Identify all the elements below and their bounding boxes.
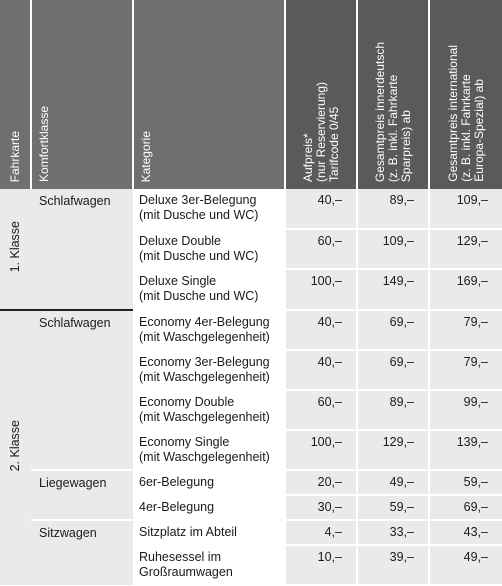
table-row: Economy Double (mit Waschgelegenheit) 60… bbox=[0, 390, 502, 431]
international-cell: 49,– bbox=[428, 545, 502, 586]
header-international: Gesamtpreis international (z. B. inkl. F… bbox=[429, 0, 502, 189]
table-row: 1. Klasse Schlafwagen Deluxe 3er-Belegun… bbox=[0, 189, 502, 310]
kategorie-cell: Ruhesessel im Großraumwagen bbox=[133, 545, 285, 586]
innerdeutsch-cell: 149,– bbox=[356, 269, 429, 311]
international-cell: 79,– bbox=[428, 350, 502, 391]
innerdeutsch-cell: 89,– bbox=[356, 390, 429, 431]
innerdeutsch-cell: 59,– bbox=[356, 495, 429, 521]
table-row: Economy Single (mit Waschgelegenheit) 10… bbox=[0, 430, 502, 471]
kategorie-cell: Deluxe Double (mit Dusche und WC) bbox=[133, 229, 285, 270]
innerdeutsch-cell: 49,– bbox=[356, 470, 429, 496]
komfort-cell: Schlafwagen bbox=[31, 189, 133, 310]
table-row: 4er-Belegung 30,– 59,– 69,– bbox=[0, 495, 502, 521]
aufpreis-cell: 60,– bbox=[284, 390, 357, 431]
kategorie-cell: 4er-Belegung bbox=[133, 495, 285, 521]
kategorie-cell: Economy Single (mit Waschgelegenheit) bbox=[133, 430, 285, 471]
aufpreis-cell: 100,– bbox=[284, 430, 357, 471]
table-row: Ruhesessel im Großraumwagen 10,– 39,– 49… bbox=[0, 545, 502, 586]
kategorie-cell: 6er-Belegung bbox=[133, 470, 285, 496]
table-row: Deluxe Double (mit Dusche und WC) 60,– 1… bbox=[0, 229, 502, 270]
table-row: 2. Klasse Schlafwagen Economy 4er-Belegu… bbox=[0, 309, 502, 585]
international-cell: 129,– bbox=[428, 229, 502, 270]
international-cell: 79,– bbox=[428, 309, 502, 351]
aufpreis-cell: 4,– bbox=[284, 520, 357, 546]
international-cell: 139,– bbox=[428, 430, 502, 471]
innerdeutsch-cell: 89,– bbox=[356, 189, 429, 230]
table-row: Liegewagen 6er-Belegung 20,– 49,– 59,– bbox=[0, 469, 502, 520]
aufpreis-cell: 40,– bbox=[284, 309, 357, 351]
innerdeutsch-cell: 69,– bbox=[356, 350, 429, 391]
international-cell: 43,– bbox=[428, 520, 502, 546]
komfort-cell: Liegewagen bbox=[31, 469, 133, 520]
aufpreis-cell: 10,– bbox=[284, 545, 357, 586]
international-cell: 99,– bbox=[428, 390, 502, 431]
innerdeutsch-cell: 129,– bbox=[356, 430, 429, 471]
kategorie-cell: Deluxe 3er-Belegung (mit Dusche und WC) bbox=[133, 189, 285, 230]
kategorie-cell: Economy Double (mit Waschgelegenheit) bbox=[133, 390, 285, 431]
header-kategorie: Kategorie bbox=[133, 0, 286, 189]
international-cell: 169,– bbox=[428, 269, 502, 311]
kategorie-cell: Economy 4er-Belegung (mit Waschgelegenhe… bbox=[133, 309, 285, 351]
international-cell: 59,– bbox=[428, 470, 502, 496]
international-cell: 109,– bbox=[428, 189, 502, 230]
fahrkarte-cell: 1. Klasse bbox=[0, 189, 31, 310]
innerdeutsch-cell: 69,– bbox=[356, 309, 429, 351]
innerdeutsch-cell: 33,– bbox=[356, 520, 429, 546]
international-cell: 69,– bbox=[428, 495, 502, 521]
kategorie-cell: Deluxe Single (mit Dusche und WC) bbox=[133, 269, 285, 311]
header-fahrkarte: Fahrkarte bbox=[0, 0, 32, 189]
kategorie-cell: Sitzplatz im Abteil bbox=[133, 520, 285, 546]
innerdeutsch-cell: 39,– bbox=[356, 545, 429, 586]
aufpreis-cell: 40,– bbox=[284, 350, 357, 391]
komfort-cell: Schlafwagen bbox=[31, 309, 133, 470]
fahrkarte-cell: 2. Klasse bbox=[0, 309, 31, 585]
header-row: Fahrkarte Komfortklasse Kategorie Aufpre… bbox=[0, 0, 502, 189]
innerdeutsch-cell: 109,– bbox=[356, 229, 429, 270]
header-komfortklasse: Komfortklasse bbox=[31, 0, 134, 189]
kategorie-cell: Economy 3er-Belegung (mit Waschgelegenhe… bbox=[133, 350, 285, 391]
aufpreis-cell: 60,– bbox=[284, 229, 357, 270]
header-innerdeutsch: Gesamtpreis innerdeutsch (z. B. inkl. Fa… bbox=[357, 0, 430, 189]
table-row: Deluxe Single (mit Dusche und WC) 100,– … bbox=[0, 269, 502, 311]
aufpreis-cell: 30,– bbox=[284, 495, 357, 521]
table-row: Sitzwagen Sitzplatz im Abteil 4,– 33,– 4… bbox=[0, 519, 502, 585]
header-aufpreis: Aufpreis* (nur Reservierung) Tarifcode 0… bbox=[285, 0, 358, 189]
komfort-cell: Sitzwagen bbox=[31, 519, 133, 585]
table-row: Economy 3er-Belegung (mit Waschgelegenhe… bbox=[0, 350, 502, 391]
aufpreis-cell: 100,– bbox=[284, 269, 357, 311]
aufpreis-cell: 40,– bbox=[284, 189, 357, 230]
aufpreis-cell: 20,– bbox=[284, 470, 357, 496]
